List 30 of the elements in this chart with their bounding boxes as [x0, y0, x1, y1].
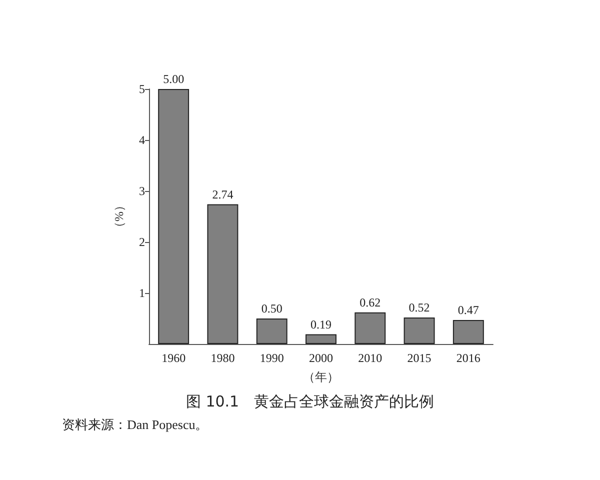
data-label: 0.62	[360, 295, 381, 310]
bar	[354, 312, 386, 344]
x-tick-label: 2010	[358, 351, 382, 365]
x-tick-label: 2015	[407, 351, 432, 365]
bar	[404, 317, 435, 344]
bar	[207, 204, 238, 344]
data-label: 5.00	[163, 72, 184, 86]
data-label: 0.47	[458, 303, 479, 318]
x-tick-label: 1960	[162, 351, 186, 365]
y-axis-title: （%）	[112, 200, 126, 234]
bar	[452, 320, 484, 344]
x-tick-label: 2000	[309, 351, 333, 365]
x-tick-label: 1980	[210, 351, 235, 365]
bar	[256, 318, 288, 344]
text: 资料来源：Dan Popescu。	[62, 417, 208, 432]
x-axis-title: （年）	[303, 370, 339, 384]
y-tick-label: 2	[139, 235, 145, 249]
bar	[158, 89, 190, 344]
data-label: 0.50	[261, 302, 282, 316]
data-label: 0.19	[310, 317, 332, 332]
x-tick-label: 2016	[456, 351, 480, 365]
y-tick-label: 3	[139, 184, 145, 198]
data-label: 2.74	[212, 187, 234, 202]
data-label: 0.52	[408, 300, 430, 314]
bar	[306, 334, 336, 344]
text: 图 10.1 黄金占全球金融资产的比例	[186, 392, 434, 410]
y-tick-label: 4	[139, 133, 145, 147]
y-tick-label: 1	[139, 286, 145, 300]
x-tick-label: 1990	[260, 351, 284, 365]
y-tick-label: 5	[139, 82, 145, 96]
